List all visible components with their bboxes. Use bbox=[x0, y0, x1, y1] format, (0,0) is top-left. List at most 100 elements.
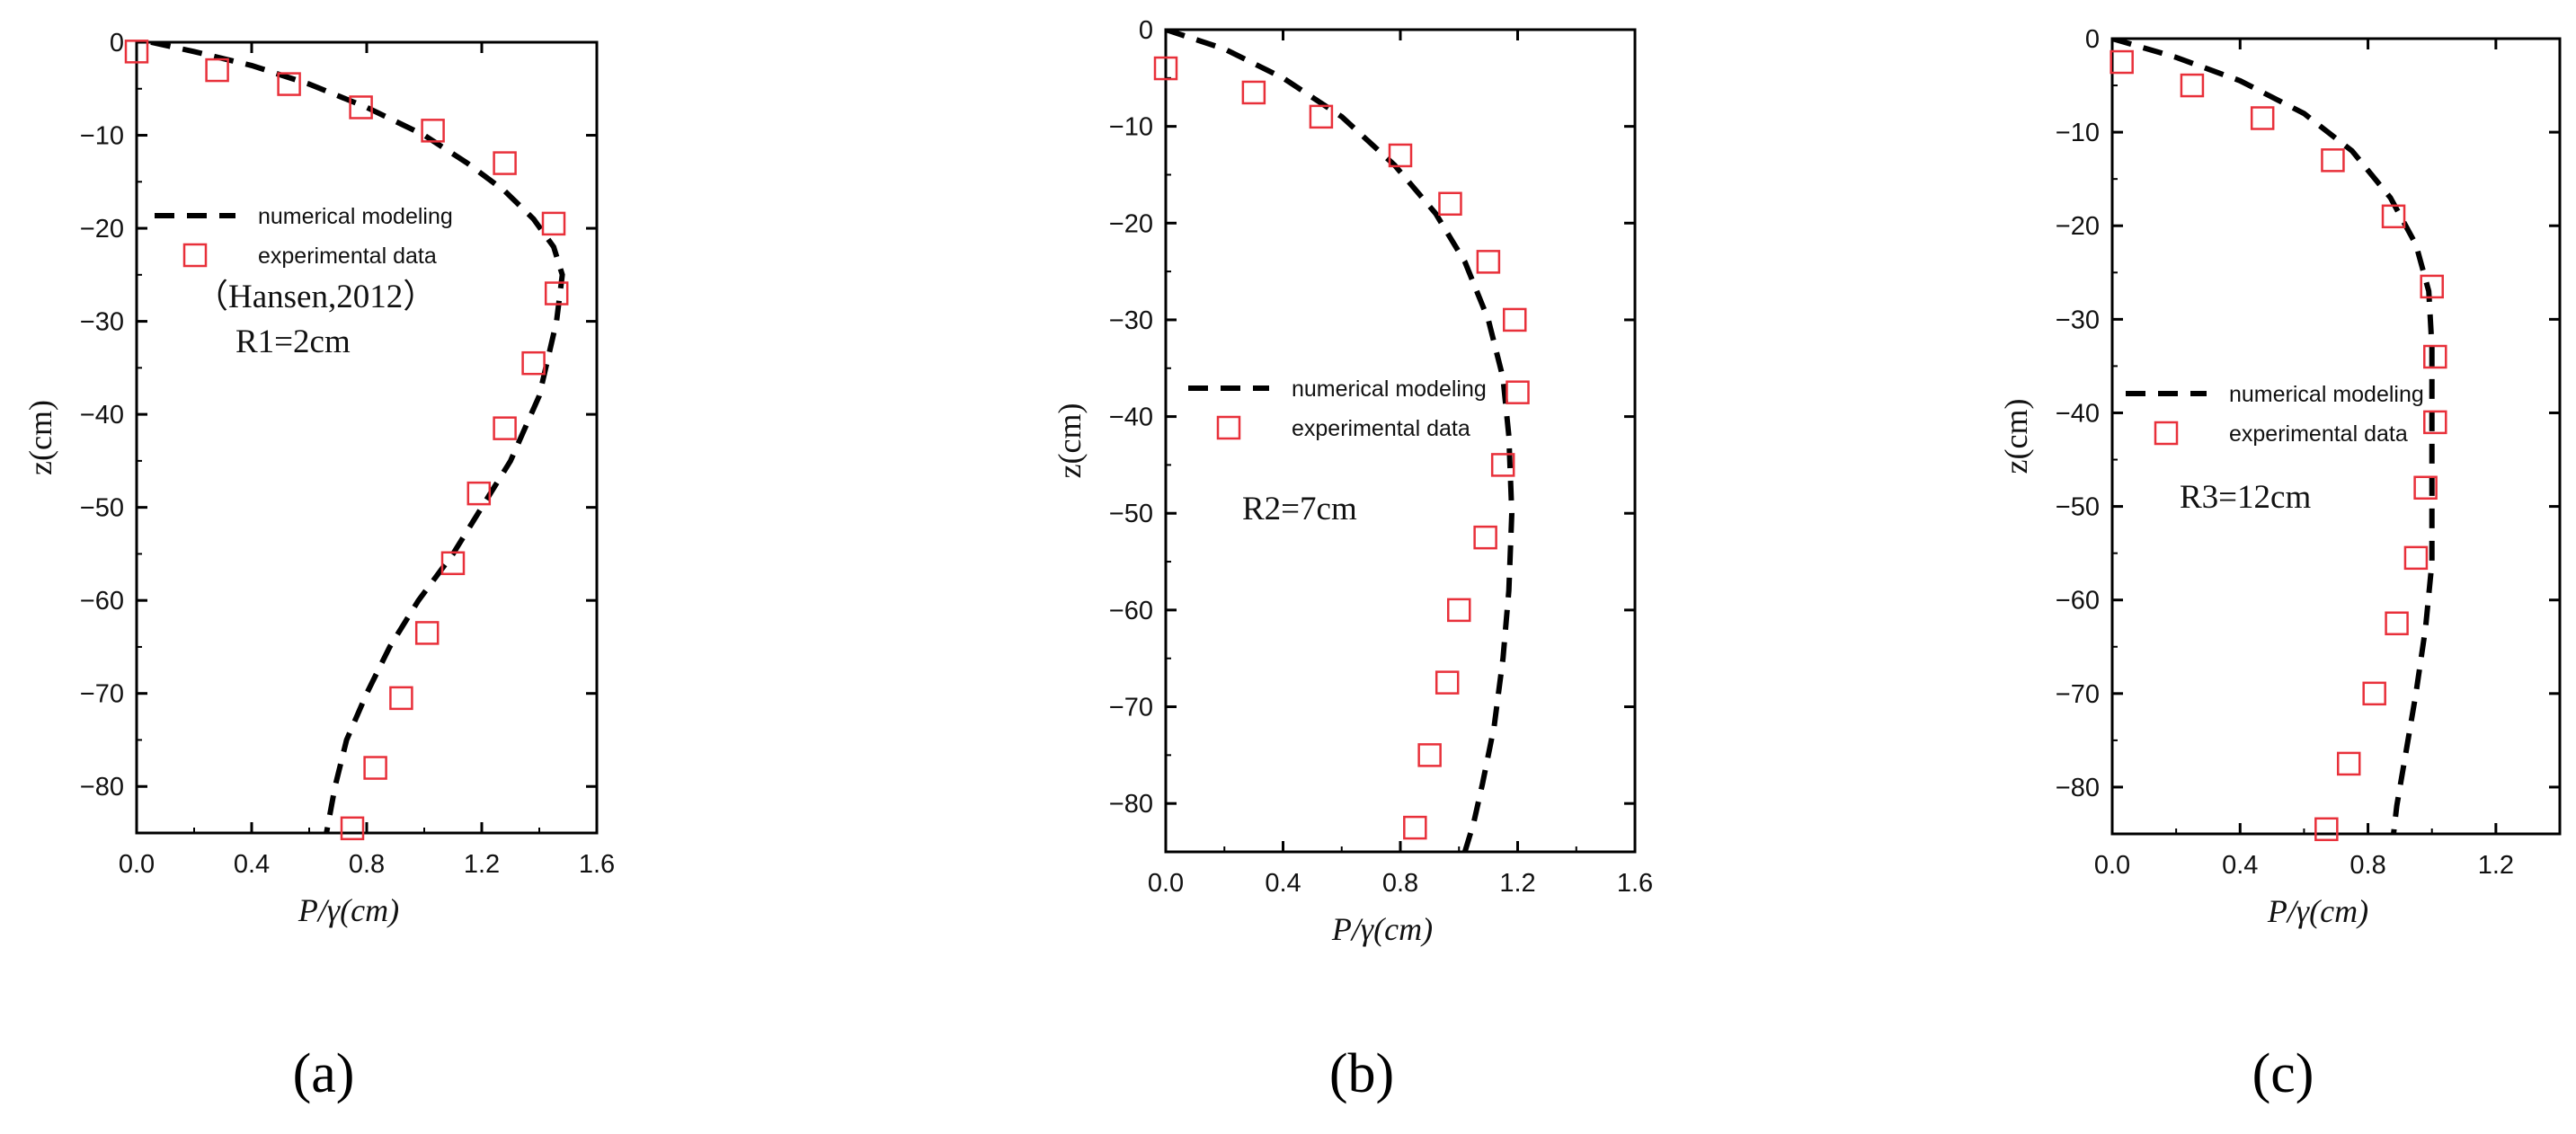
legend-label-numerical-modeling: numerical modeling bbox=[1292, 377, 1487, 402]
data-point-experimental bbox=[2413, 475, 2438, 501]
data-point-experimental bbox=[2420, 274, 2444, 299]
data-point-experimental bbox=[1476, 250, 1501, 274]
x-tick-label: 0.8 bbox=[1382, 869, 1418, 898]
chart-panel-a: 0.0 0.4 0.8 1.2 1.6 0 −10 −20 −30 −40 −50 −60 −70 −80… bbox=[22, 29, 615, 1104]
data-point-experimental bbox=[1241, 80, 1266, 105]
data-point-experimental bbox=[1447, 598, 1471, 623]
x-tick-label: 0.4 bbox=[1265, 869, 1301, 898]
data-point-experimental bbox=[1388, 143, 1413, 168]
x-tick-label: 0.0 bbox=[2094, 851, 2130, 880]
data-point-experimental bbox=[389, 686, 413, 711]
y-tick-label: −60 bbox=[80, 587, 124, 616]
x-tick-label: 0.4 bbox=[234, 850, 270, 879]
y-tick-label: −50 bbox=[80, 494, 124, 523]
y-tick-label: −60 bbox=[1109, 597, 1153, 625]
data-point-experimental bbox=[1502, 307, 1527, 332]
data-point-experimental bbox=[521, 350, 546, 376]
series-line-numerical-modeling bbox=[150, 42, 565, 833]
data-point-experimental bbox=[421, 119, 445, 143]
y-axis-label: z(cm) bbox=[22, 400, 58, 475]
x-axis-label: P/γ(cm) bbox=[1331, 911, 1433, 947]
y-tick-label: −10 bbox=[80, 122, 124, 151]
data-point-experimental bbox=[2180, 73, 2205, 98]
y-tick-label: −30 bbox=[80, 308, 124, 337]
y-tick-label: −40 bbox=[80, 401, 124, 430]
data-point-experimental bbox=[363, 756, 387, 780]
data-point-experimental bbox=[544, 281, 569, 306]
legend-square-swatch bbox=[2154, 421, 2179, 446]
data-point-experimental bbox=[493, 416, 517, 440]
x-tick-label: 1.6 bbox=[579, 850, 615, 879]
data-point-experimental bbox=[1473, 525, 1497, 550]
data-point-experimental bbox=[2250, 106, 2275, 130]
data-point-experimental bbox=[2423, 344, 2447, 369]
data-point-experimental bbox=[277, 72, 301, 96]
data-point-experimental bbox=[2362, 681, 2386, 706]
series-line-numerical-modeling bbox=[2112, 39, 2435, 834]
data-point-experimental bbox=[541, 211, 566, 236]
x-tick-label: 0.0 bbox=[119, 850, 155, 879]
legend-label-numerical-modeling: numerical modeling bbox=[2229, 382, 2424, 407]
y-tick-label: −30 bbox=[2056, 306, 2100, 334]
x-tick-label: 1.2 bbox=[1499, 869, 1535, 898]
data-point-experimental bbox=[340, 816, 365, 841]
y-tick-label: −70 bbox=[2056, 680, 2100, 709]
data-point-experimental bbox=[1309, 104, 1334, 129]
y-tick-label: −40 bbox=[1109, 403, 1153, 432]
x-tick-label: 0.8 bbox=[2349, 851, 2385, 880]
data-point-experimental bbox=[349, 95, 373, 120]
y-axis-label: z(cm) bbox=[1052, 403, 1088, 479]
chart-panel-c: 0.0 0.4 0.8 1.2 0 −10 −20 −30 −40 −50 −60 −70 −80 P/γ… bbox=[1998, 25, 2562, 1104]
y-tick-label: −40 bbox=[2056, 399, 2100, 428]
y-tick-label: −10 bbox=[1109, 113, 1153, 142]
data-point-experimental bbox=[205, 58, 229, 83]
y-tick-label: −30 bbox=[1109, 306, 1153, 335]
x-tick-label: 0.4 bbox=[2222, 851, 2258, 880]
x-tick-label: 0.8 bbox=[349, 850, 385, 879]
x-axis-label: P/γ(cm) bbox=[298, 892, 399, 928]
annotation-text: R1=2cm bbox=[235, 323, 351, 360]
y-tick-label: 0 bbox=[1139, 16, 1153, 45]
x-tick-label: 1.2 bbox=[2478, 851, 2514, 880]
data-point-experimental bbox=[1417, 743, 1442, 767]
y-tick-label: −70 bbox=[1109, 694, 1153, 722]
y-tick-label: −60 bbox=[2056, 587, 2100, 616]
legend-square-swatch bbox=[1216, 415, 1241, 440]
data-point-experimental bbox=[1403, 815, 1427, 840]
y-tick-label: −80 bbox=[2056, 774, 2100, 802]
data-point-experimental bbox=[1153, 56, 1178, 81]
data-point-experimental bbox=[1435, 670, 1460, 695]
data-point-experimental bbox=[2403, 545, 2429, 571]
annotation-text: （Hansen,2012） bbox=[195, 279, 436, 315]
panel-label: (b) bbox=[1329, 1043, 1394, 1104]
data-point-experimental bbox=[2385, 611, 2409, 635]
x-axis-label: P/γ(cm) bbox=[2267, 893, 2368, 929]
y-tick-label: 0 bbox=[2085, 25, 2100, 54]
series-line-numerical-modeling bbox=[1166, 30, 1515, 852]
data-point-experimental bbox=[2314, 817, 2339, 842]
x-tick-label: 1.2 bbox=[464, 850, 500, 879]
panel-label: (a) bbox=[293, 1043, 355, 1104]
plot-frame bbox=[2110, 37, 2562, 836]
data-point-experimental bbox=[1438, 191, 1462, 217]
legend-label-experimental-data: experimental data bbox=[258, 244, 437, 269]
annotation-text: R2=7cm bbox=[1242, 491, 1357, 527]
y-tick-label: −20 bbox=[80, 215, 124, 244]
y-axis-label: z(cm) bbox=[1998, 399, 2034, 474]
y-tick-label: −20 bbox=[1109, 209, 1153, 238]
data-point-experimental bbox=[2381, 204, 2406, 229]
x-tick-label: 1.6 bbox=[1617, 869, 1653, 898]
y-tick-label: −70 bbox=[80, 680, 124, 709]
data-point-experimental bbox=[466, 481, 492, 506]
legend-label-experimental-data: experimental data bbox=[1292, 416, 1470, 441]
data-point-experimental bbox=[2321, 148, 2345, 173]
x-tick-label: 0.0 bbox=[1148, 869, 1184, 898]
data-point-experimental bbox=[2336, 751, 2361, 776]
data-point-experimental bbox=[414, 621, 440, 645]
chart-panel-b: 0.0 0.4 0.8 1.2 1.6 0 −10 −20 −30 −40 −50 −60 −70 −80… bbox=[1052, 16, 1653, 1104]
y-tick-label: −80 bbox=[1109, 790, 1153, 819]
data-point-experimental bbox=[440, 551, 466, 576]
y-tick-label: −10 bbox=[2056, 119, 2100, 147]
y-tick-label: 0 bbox=[110, 29, 124, 58]
